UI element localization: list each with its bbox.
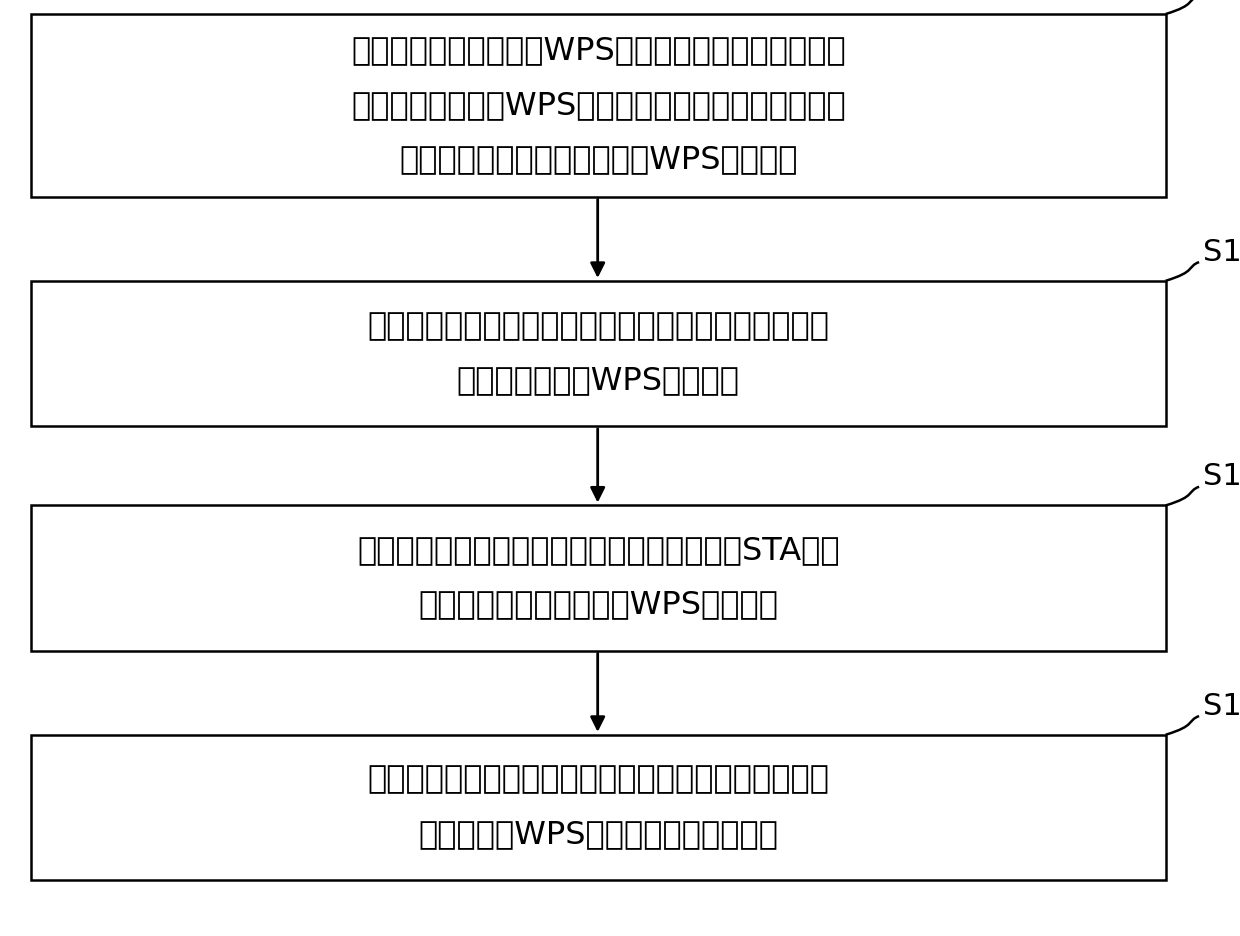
Text: 当到达第一预设时间时，建立无线中继设备与无线路由: 当到达第一预设时间时，建立无线中继设备与无线路由 [367,311,830,342]
Text: 备与无线路由设备的第一频段WPS上行连接: 备与无线路由设备的第一频段WPS上行连接 [399,144,797,175]
Text: 检测无线中继设备上的WPS按钮是否被激活，当检测到: 检测无线中继设备上的WPS按钮是否被激活，当检测到 [351,36,846,66]
Text: S103: S103 [1203,462,1240,491]
FancyBboxPatch shape [31,735,1166,880]
FancyBboxPatch shape [31,14,1166,197]
Text: 的第一频段和第二频段的WPS下行连接: 的第一频段和第二频段的WPS下行连接 [418,590,779,621]
Text: 设备的第二频段WPS上行连接: 设备的第二频段WPS上行连接 [456,365,740,396]
FancyBboxPatch shape [31,505,1166,651]
Text: S104: S104 [1203,692,1240,721]
Text: 当到达第二预设时间时，建立无线中继设备与STA站点: 当到达第二预设时间时，建立无线中继设备与STA站点 [357,535,839,566]
Text: 当检测到预设的停止建立连接的事件时，停止无线中继: 当检测到预设的停止建立连接的事件时，停止无线中继 [367,765,830,796]
Text: 设备的建立WPS上行和下行连接的操作: 设备的建立WPS上行和下行连接的操作 [418,819,779,850]
Text: S102: S102 [1203,238,1240,267]
FancyBboxPatch shape [31,281,1166,426]
Text: 无线中继设备上的WPS按钮被激活时，建立无线中继设: 无线中继设备上的WPS按钮被激活时，建立无线中继设 [351,90,846,121]
